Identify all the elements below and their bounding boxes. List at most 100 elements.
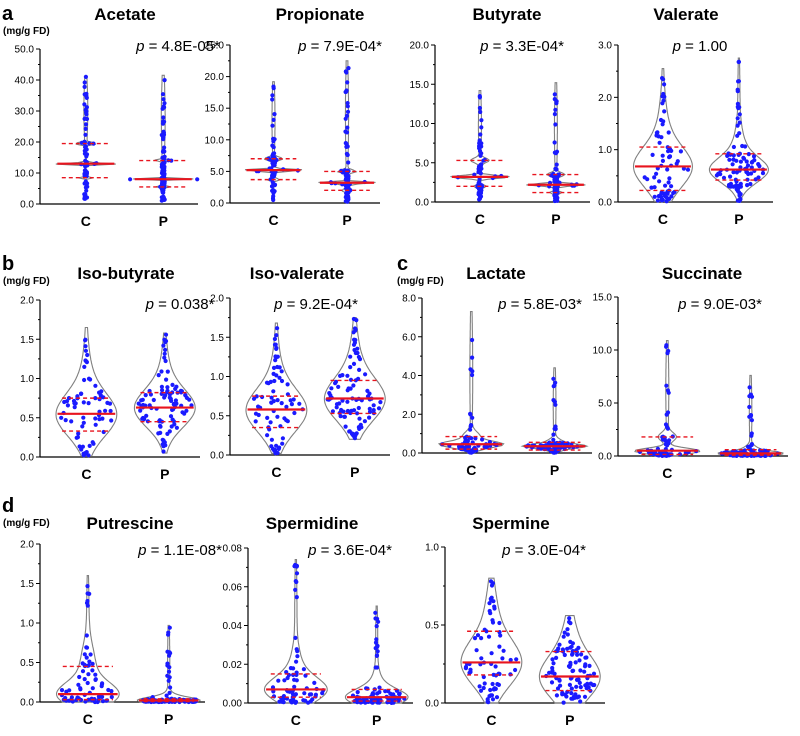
data-point bbox=[728, 174, 733, 179]
data-point bbox=[345, 109, 351, 114]
data-point bbox=[128, 177, 133, 182]
data-point bbox=[365, 388, 370, 393]
data-point bbox=[353, 378, 358, 383]
data-point bbox=[467, 670, 472, 676]
data-point bbox=[576, 677, 581, 682]
data-point bbox=[749, 171, 754, 176]
violin-group-P bbox=[526, 82, 586, 204]
data-point bbox=[557, 642, 562, 647]
y-tick-label: 0.0 bbox=[20, 453, 34, 464]
data-point bbox=[288, 398, 293, 403]
data-point bbox=[497, 644, 502, 649]
data-point bbox=[569, 691, 574, 696]
data-point bbox=[480, 437, 485, 442]
data-point bbox=[90, 661, 95, 667]
data-point bbox=[180, 410, 185, 415]
data-point bbox=[169, 424, 174, 429]
data-point bbox=[472, 636, 478, 641]
data-point bbox=[279, 401, 284, 406]
data-point bbox=[272, 137, 277, 142]
data-point bbox=[84, 105, 89, 110]
p-value: p = 3.3E-04* bbox=[479, 38, 564, 55]
data-point bbox=[69, 419, 74, 424]
p-number: = 4.8E-05* bbox=[144, 38, 220, 55]
data-point bbox=[85, 591, 90, 596]
y-tick-label: 0.0 bbox=[598, 198, 612, 209]
data-point bbox=[554, 693, 560, 698]
y-tick-label: 1.5 bbox=[20, 579, 34, 590]
data-point bbox=[376, 406, 382, 411]
data-point bbox=[271, 117, 276, 122]
data-point bbox=[92, 699, 98, 705]
p-value: p = 5.8E-03* bbox=[497, 296, 582, 313]
data-point bbox=[84, 184, 89, 189]
data-point bbox=[582, 664, 588, 669]
data-point bbox=[748, 181, 753, 187]
data-point bbox=[64, 399, 70, 404]
data-point bbox=[578, 685, 583, 690]
data-point bbox=[271, 145, 276, 150]
data-point bbox=[87, 659, 92, 664]
data-point bbox=[371, 408, 376, 413]
data-point bbox=[75, 394, 80, 399]
data-point bbox=[270, 123, 275, 128]
data-point bbox=[166, 669, 172, 674]
data-point bbox=[588, 681, 593, 686]
data-point bbox=[270, 183, 276, 188]
data-point bbox=[498, 633, 503, 638]
y-tick-label: 0.0 bbox=[598, 452, 612, 463]
data-point bbox=[174, 425, 179, 430]
data-point bbox=[745, 444, 751, 449]
data-point bbox=[161, 188, 166, 193]
unit-label-a: (mg/g FD) bbox=[3, 26, 50, 37]
data-point bbox=[351, 342, 357, 347]
data-point bbox=[143, 393, 148, 398]
data-point bbox=[346, 185, 351, 190]
data-point bbox=[86, 401, 91, 406]
data-point bbox=[163, 358, 168, 364]
data-point bbox=[103, 408, 108, 413]
data-point bbox=[162, 168, 167, 173]
violin-outline bbox=[133, 332, 196, 454]
data-point bbox=[351, 361, 357, 366]
data-point bbox=[345, 173, 350, 179]
data-point bbox=[312, 680, 317, 686]
data-point bbox=[69, 695, 74, 700]
data-point bbox=[267, 427, 272, 432]
violin-group-P bbox=[538, 615, 601, 705]
data-point bbox=[107, 401, 113, 406]
data-point bbox=[479, 656, 484, 661]
x-category-label: C bbox=[658, 211, 668, 227]
data-point bbox=[664, 383, 669, 388]
data-point bbox=[346, 66, 351, 71]
data-point bbox=[80, 661, 85, 666]
data-point bbox=[85, 584, 90, 589]
p-symbol: p bbox=[479, 38, 488, 55]
data-point bbox=[169, 158, 174, 163]
x-category-label: P bbox=[734, 211, 743, 227]
violin-outline bbox=[520, 367, 589, 454]
data-point bbox=[645, 177, 650, 182]
data-point bbox=[478, 109, 483, 115]
x-category-label: C bbox=[81, 466, 91, 482]
data-point bbox=[373, 646, 378, 651]
data-point bbox=[86, 672, 91, 677]
data-point bbox=[284, 404, 289, 409]
data-point bbox=[479, 118, 484, 123]
data-point bbox=[591, 671, 597, 676]
data-point bbox=[100, 681, 105, 686]
y-tick-label: 0.5 bbox=[20, 658, 34, 669]
y-tick-label: 0.0 bbox=[210, 199, 224, 210]
chart-title: Lactate bbox=[466, 264, 526, 283]
data-point bbox=[345, 399, 350, 404]
p-number: = 3.6E-04* bbox=[316, 542, 392, 559]
data-point bbox=[93, 396, 98, 401]
data-point bbox=[667, 176, 672, 181]
data-point bbox=[167, 690, 172, 696]
data-point bbox=[660, 197, 665, 202]
data-point bbox=[489, 651, 494, 656]
x-category-label: C bbox=[486, 712, 496, 728]
p-symbol: p bbox=[672, 38, 681, 55]
data-point bbox=[577, 680, 582, 686]
chart-isobutyrate: Iso-butyrate p = 0.038* 0.0 0.5 1.0 1.5 2.0 C P bbox=[20, 264, 214, 482]
